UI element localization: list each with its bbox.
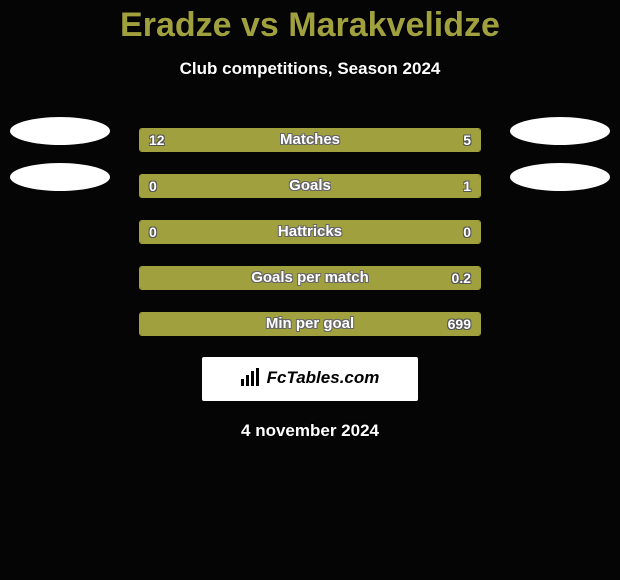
stat-label: Min per goal	[140, 315, 480, 332]
value-left: 0	[149, 224, 157, 240]
stat-label: Goals	[140, 177, 480, 194]
value-left: 12	[149, 132, 165, 148]
value-left: 0	[149, 178, 157, 194]
stat-bar: Goals0 1	[139, 174, 481, 198]
stat-row: Goals per match0.2	[0, 255, 620, 301]
stat-bar: Goals per match0.2	[139, 266, 481, 290]
value-right: 0	[463, 224, 471, 240]
stat-row: Matches12 5	[0, 117, 620, 163]
brand-label: FcTables.com	[267, 368, 380, 387]
stat-label: Hattricks	[140, 223, 480, 240]
bar-chart-icon	[241, 368, 261, 386]
page-subtitle: Club competitions, Season 2024	[0, 59, 620, 79]
page-title: Eradze vs Marakvelidze	[0, 0, 620, 45]
comparison-widget: Eradze vs Marakvelidze Club competitions…	[0, 0, 620, 580]
value-right: 0.2	[452, 270, 471, 286]
team-badge-right	[510, 163, 610, 191]
stat-label: Goals per match	[140, 269, 480, 286]
value-right: 5	[463, 132, 471, 148]
team-badge-right	[510, 117, 610, 145]
stat-row: Goals0 1	[0, 163, 620, 209]
value-right: 1	[463, 178, 471, 194]
date-label: 4 november 2024	[0, 421, 620, 441]
stat-bar: Matches12 5	[139, 128, 481, 152]
team-badge-left	[10, 163, 110, 191]
value-right: 699	[448, 316, 471, 332]
team-badge-left	[10, 117, 110, 145]
stat-row: Hattricks0 0	[0, 209, 620, 255]
stat-bar: Hattricks0 0	[139, 220, 481, 244]
brand-badge[interactable]: FcTables.com	[202, 357, 418, 401]
stat-bar: Min per goal699	[139, 312, 481, 336]
comparison-stage: Matches125Goals01Hattricks00Goals per ma…	[0, 117, 620, 347]
stat-label: Matches	[140, 131, 480, 148]
stat-row: Min per goal699	[0, 301, 620, 347]
